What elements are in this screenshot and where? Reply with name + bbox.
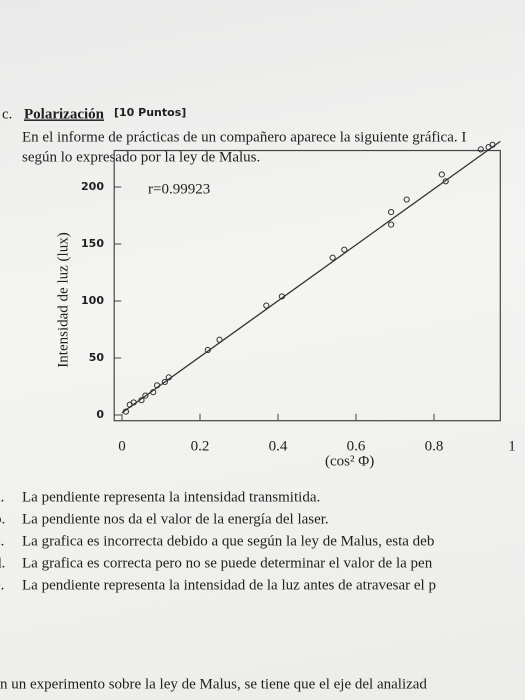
question-title: Polarización bbox=[24, 106, 105, 122]
fit-line bbox=[121, 140, 501, 414]
option-letter: d. bbox=[0, 555, 5, 571]
x-axis-label: (cos² Φ) bbox=[325, 453, 374, 469]
option-text: La grafica es incorrecta debido a que se… bbox=[22, 533, 434, 549]
option-text: La pendiente representa la intensidad tr… bbox=[22, 489, 320, 505]
y-tick-label: 150 bbox=[81, 237, 104, 250]
data-point bbox=[130, 399, 137, 406]
data-point bbox=[489, 141, 496, 148]
question-number: c. bbox=[2, 106, 12, 122]
question-points: [10 Puntos] bbox=[114, 106, 186, 119]
data-point bbox=[165, 374, 172, 381]
y-tick-label: 200 bbox=[81, 180, 104, 193]
option-text: La pendiente representa la intensidad de… bbox=[22, 577, 436, 593]
y-tick-label: 50 bbox=[89, 351, 105, 364]
y-tick-label: 0 bbox=[96, 408, 104, 421]
option-letter: e. bbox=[0, 577, 4, 593]
x-tick-label: 0.2 bbox=[191, 438, 210, 454]
footer-text: n un experimento sobre la ley de Malus, … bbox=[0, 676, 427, 692]
option-text: La grafica es correcta pero no se puede … bbox=[22, 555, 433, 571]
data-point bbox=[263, 302, 270, 309]
chart-annotation: r=0.99923 bbox=[148, 181, 210, 197]
data-point bbox=[122, 408, 130, 415]
data-point bbox=[329, 254, 336, 261]
data-point bbox=[388, 221, 395, 228]
data-point bbox=[142, 392, 149, 399]
option-letter: b. bbox=[0, 511, 5, 527]
y-axis-label: Intensidad de luz (lux) bbox=[55, 232, 71, 367]
data-point bbox=[150, 389, 157, 396]
plot-frame bbox=[113, 149, 501, 422]
data-point bbox=[216, 336, 223, 343]
y-tick-label: 100 bbox=[81, 294, 104, 307]
data-point bbox=[442, 178, 449, 185]
statement-line: según lo expresado por la ley de Malus. bbox=[22, 149, 260, 165]
x-tick-label: 0.6 bbox=[347, 438, 366, 454]
data-point bbox=[388, 208, 395, 216]
x-tick-label: 0.8 bbox=[425, 438, 444, 454]
data-point bbox=[278, 293, 285, 300]
option-letter: a. bbox=[0, 489, 4, 505]
statement-line: En el informe de prácticas de un compañe… bbox=[22, 129, 466, 145]
x-tick-label: 0.4 bbox=[269, 438, 288, 454]
data-point bbox=[438, 171, 445, 178]
data-point bbox=[341, 246, 348, 253]
option-text: La pendiente nos da el valor de la energ… bbox=[22, 511, 329, 527]
data-point bbox=[154, 382, 161, 389]
data-point bbox=[403, 196, 410, 203]
option-letter: c. bbox=[0, 533, 4, 549]
x-tick-label: 1 bbox=[508, 438, 516, 454]
data-point bbox=[161, 378, 168, 386]
data-point bbox=[477, 146, 484, 153]
data-point bbox=[204, 346, 211, 354]
data-point bbox=[138, 397, 145, 404]
x-tick-label: 0 bbox=[118, 438, 126, 454]
